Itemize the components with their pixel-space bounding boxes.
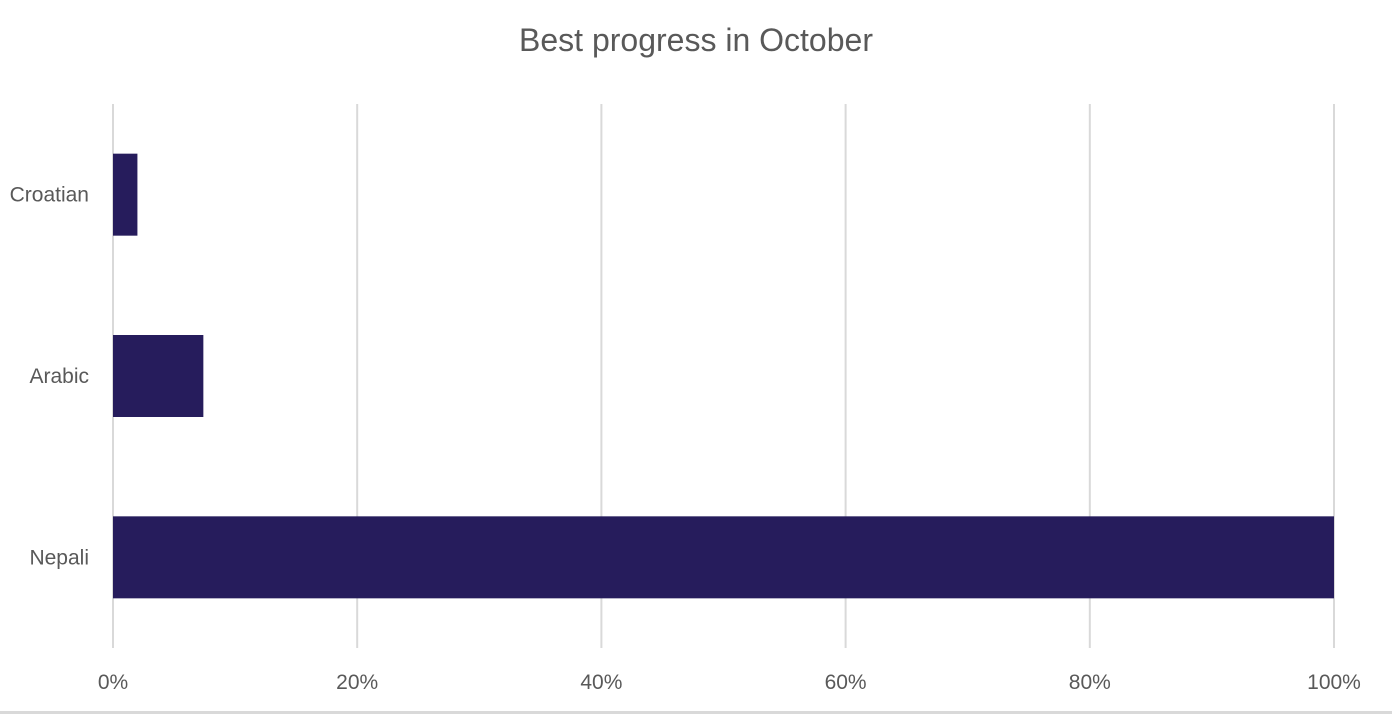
x-tick-label: 80% [1069, 671, 1111, 694]
bar-nepali [113, 516, 1334, 599]
y-category-label: Arabic [29, 365, 89, 388]
bar-croatian [113, 153, 138, 236]
y-category-label: Nepali [29, 546, 89, 569]
x-tick-label: 100% [1307, 671, 1361, 694]
x-tick-label: 20% [336, 671, 378, 694]
x-tick-label: 40% [580, 671, 622, 694]
bar-arabic [113, 335, 204, 417]
bottom-divider [0, 711, 1392, 714]
y-category-label: Croatian [10, 184, 89, 207]
x-tick-label: 60% [825, 671, 867, 694]
x-tick-label: 0% [98, 671, 128, 694]
chart-title: Best progress in October [519, 22, 873, 58]
